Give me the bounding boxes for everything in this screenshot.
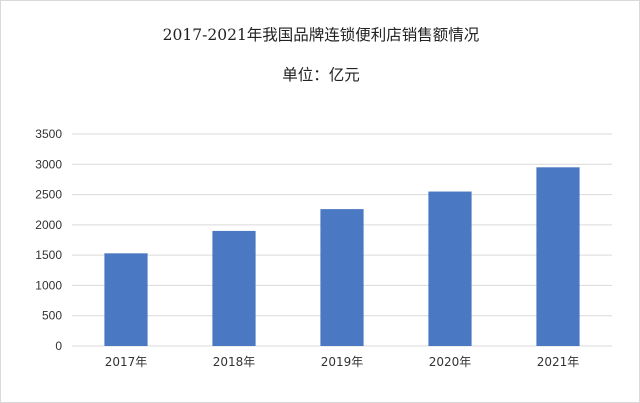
x-tick-label: 2020年 [429,355,472,369]
y-axis-ticks: 0 500 1000 1500 2000 2500 3000 3500 [35,127,62,353]
y-tick-label: 3500 [35,127,62,141]
bars [104,167,580,346]
bar [536,167,580,346]
x-tick-label: 2018年 [213,355,256,369]
bar [104,253,148,346]
chart-title: 2017-2021年我国品牌连锁便利店销售额情况 [162,26,480,44]
y-tick-label: 1500 [35,248,62,262]
x-axis-labels: 2017年 2018年 2019年 2020年 2021年 [105,355,580,369]
x-tick-label: 2019年 [321,355,364,369]
y-tick-label: 2000 [35,218,62,232]
chart-subtitle: 单位：亿元 [282,66,360,84]
bar [212,230,256,346]
y-tick-label: 1000 [35,278,62,292]
x-tick-label: 2021年 [537,355,580,369]
bar [320,209,364,346]
x-tick-label: 2017年 [105,355,148,369]
y-tick-label: 0 [55,339,62,353]
y-tick-label: 3000 [35,157,62,171]
bar [428,191,472,346]
y-tick-label: 2500 [35,188,62,202]
y-tick-label: 500 [42,309,62,323]
